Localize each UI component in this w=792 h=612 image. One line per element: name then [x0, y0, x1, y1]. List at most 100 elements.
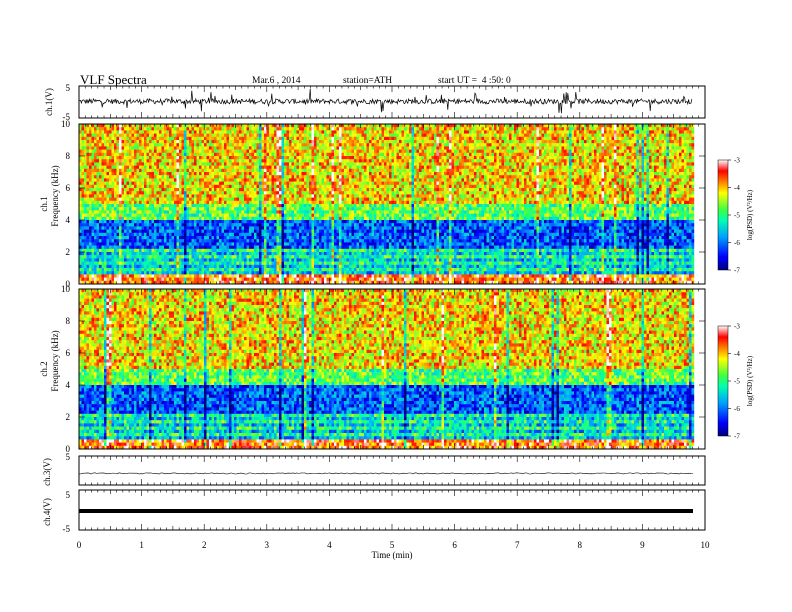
spectrogram-cell [277, 274, 280, 277]
spectrogram-cell [272, 166, 275, 169]
spectrogram-cell [279, 146, 282, 149]
spectrogram-cell [227, 246, 230, 249]
spectrogram-cell [124, 124, 127, 127]
spectrogram-cell [102, 178, 105, 181]
spectrogram-cell [132, 150, 135, 153]
spectrogram-cell [234, 255, 237, 258]
spectrogram-cell [89, 242, 92, 245]
spectrogram-cell [174, 252, 177, 255]
spectrogram-cell [189, 278, 192, 281]
spectrogram-cell [284, 188, 287, 191]
spectrogram-cell [264, 201, 267, 204]
spectrogram-cell [267, 137, 270, 140]
spectrogram-cell [272, 252, 275, 255]
spectrogram-cell [144, 185, 147, 188]
spectrogram-cell [104, 262, 107, 265]
spectrogram-cell [289, 226, 292, 229]
spectrogram-cell [102, 169, 105, 172]
spectrogram-cell [314, 153, 317, 156]
spectrogram-cell [302, 153, 305, 156]
spectrogram-cell [109, 204, 112, 207]
spectrogram-cell [257, 217, 260, 220]
spectrogram-cell [229, 194, 232, 197]
spectrogram-cell [277, 252, 280, 255]
spectrogram-cell [102, 188, 105, 191]
spectrogram-cell [109, 194, 112, 197]
spectrogram-cell [284, 185, 287, 188]
spectrogram-cell [99, 249, 102, 252]
spectrogram-cell [189, 223, 192, 226]
spectrogram-cell [147, 172, 150, 175]
spectrogram-cell [177, 172, 180, 175]
spectrogram-cell [289, 201, 292, 204]
spectrogram-cell [272, 175, 275, 178]
spectrogram-cell [282, 249, 285, 252]
spectrogram-cell [289, 166, 292, 169]
spectrogram-cell [199, 169, 202, 172]
spectrogram-cell [199, 220, 202, 223]
spectrogram-cell [294, 252, 297, 255]
spectrogram-cell [312, 239, 315, 242]
spectrogram-cell [172, 230, 175, 233]
spectrogram-cell [122, 278, 125, 281]
spectrogram-cell [142, 274, 145, 277]
spectrogram-cell [177, 175, 180, 178]
spectrogram-cell [109, 230, 112, 233]
spectrogram-cell [144, 198, 147, 201]
spectrogram-cell [249, 169, 252, 172]
spectrogram-cell [172, 207, 175, 210]
spectrogram-cell [297, 169, 300, 172]
spectrogram-cell [157, 214, 160, 217]
spectrogram-cell [234, 140, 237, 143]
spectrogram-cell [224, 188, 227, 191]
spectrogram-cell [197, 268, 200, 271]
spectrogram-cell [294, 137, 297, 140]
spectrogram-cell [162, 258, 165, 261]
spectrogram-cell [274, 226, 277, 229]
spectrogram-cell [224, 271, 227, 274]
spectrogram-cell [207, 143, 210, 146]
spectrogram-cell [259, 156, 262, 159]
spectrogram-cell [232, 153, 235, 156]
spectrogram-cell [227, 134, 230, 137]
spectrogram-cell [94, 246, 97, 249]
spectrogram-cell [237, 188, 240, 191]
spectrogram-cell [227, 178, 230, 181]
spectrogram-cell [117, 153, 120, 156]
spectrogram-cell [232, 134, 235, 137]
spectrogram-cell [89, 137, 92, 140]
spectrogram-cell [309, 249, 312, 252]
spectrogram-cell [289, 182, 292, 185]
spectrogram-cell [162, 153, 165, 156]
spectrogram-cell [167, 188, 170, 191]
spectrogram-cell [122, 204, 125, 207]
spectrogram-cell [292, 134, 295, 137]
spectrogram-cell [269, 271, 272, 274]
spectrogram-cell [294, 258, 297, 261]
spectrogram-cell [142, 172, 145, 175]
spectrogram-cell [234, 230, 237, 233]
spectrogram-cell [282, 124, 285, 127]
spectrogram-cell [214, 146, 217, 149]
spectrogram-cell [174, 172, 177, 175]
spectrogram-cell [152, 236, 155, 239]
spectrogram-cell [84, 194, 87, 197]
spectrogram-cell [167, 271, 170, 274]
spectrogram-cell [252, 178, 255, 181]
spectrogram-cell [242, 262, 245, 265]
spectrogram-cell [232, 236, 235, 239]
spectrogram-cell [157, 162, 160, 165]
spectrogram-cell [227, 137, 230, 140]
spectrogram-cell [179, 143, 182, 146]
spectrogram-cell [99, 166, 102, 169]
spectrogram-cell [94, 204, 97, 207]
spectrogram-cell [184, 258, 187, 261]
spectrogram-cell [139, 191, 142, 194]
spectrogram-cell [272, 156, 275, 159]
spectrogram-cell [109, 255, 112, 258]
spectrogram-cell [172, 201, 175, 204]
spectrogram-cell [114, 140, 117, 143]
spectrogram-cell [234, 143, 237, 146]
spectrogram-cell [137, 252, 140, 255]
spectrogram-cell [109, 153, 112, 156]
